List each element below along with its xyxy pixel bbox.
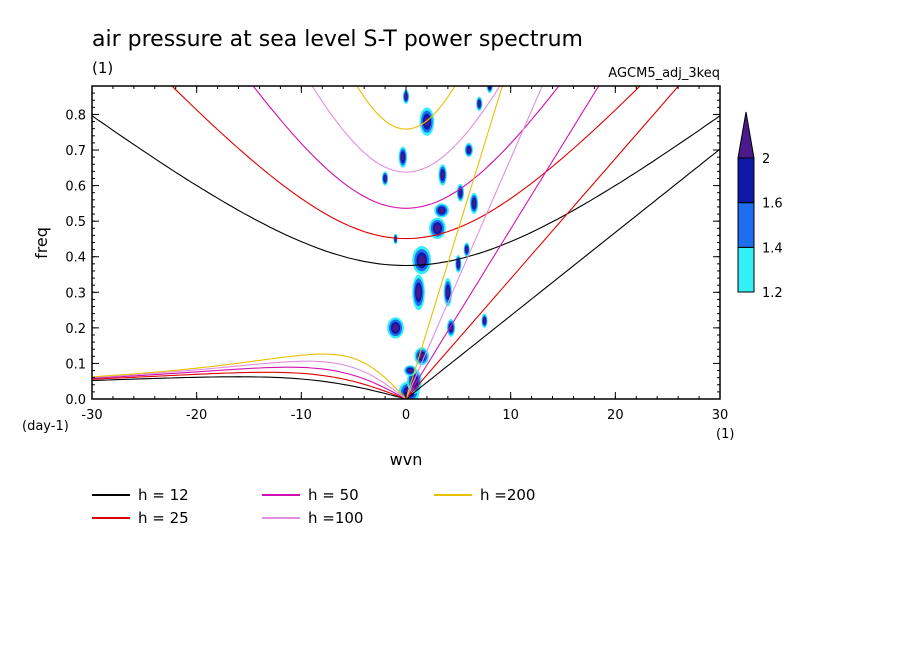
y-tick-label: 0.5 xyxy=(65,215,86,230)
chart-title: air pressure at sea level S-T power spec… xyxy=(92,27,583,52)
spectrum-blob xyxy=(483,318,486,324)
x-tick-label: 0 xyxy=(402,408,410,423)
y-tick-label: 0.6 xyxy=(65,180,86,195)
y-tick-label: 0.1 xyxy=(65,357,86,372)
y-tick-label: 0.4 xyxy=(65,251,86,266)
x-tick-label: 10 xyxy=(502,408,519,423)
colorbar-label: 1.2 xyxy=(762,286,783,301)
y-tick-label: 0.3 xyxy=(65,286,86,301)
spectrum-blob xyxy=(434,224,441,232)
rossby-curve xyxy=(92,353,407,399)
kelvin-curve xyxy=(405,148,720,399)
colorbar-extension xyxy=(737,111,755,159)
y-tick-label: 0.8 xyxy=(65,108,86,123)
spectrum-blob xyxy=(404,94,408,100)
spectrum-blob xyxy=(441,171,445,179)
spectrum-blob xyxy=(467,147,471,153)
legend-label: h = 12 xyxy=(138,486,189,504)
rossby-curve xyxy=(92,371,407,399)
y-tick-label: 0.2 xyxy=(65,322,86,337)
spectrum-blob xyxy=(478,101,481,107)
rossby-curve xyxy=(92,360,407,399)
legend-label: h = 50 xyxy=(308,486,359,504)
colorbar: 1.2 1.4 1.6 2 xyxy=(737,111,783,301)
legend-label: h =100 xyxy=(308,509,363,527)
spectrum-blob xyxy=(408,368,413,373)
kelvin-curve xyxy=(405,86,543,399)
y-unit-label: (day-1) xyxy=(22,419,69,434)
legend: h = 12 h = 25 h = 50 h =100 h =200 xyxy=(92,486,535,527)
x-tick-label: 20 xyxy=(607,408,624,423)
spectrum-blob xyxy=(401,153,405,161)
spectrum-blob xyxy=(459,189,462,196)
spectrum-blob xyxy=(383,176,387,181)
gravity-curve xyxy=(171,86,641,240)
gravity-curve xyxy=(252,86,560,209)
x-axis-label: wvn xyxy=(390,450,423,469)
kelvin-curve xyxy=(405,86,680,399)
spectrum-blob xyxy=(416,286,421,299)
chart-subtitle: (1) xyxy=(92,59,113,77)
colorbar-label: 2 xyxy=(762,152,770,167)
rossby-curve xyxy=(92,376,407,399)
gravity-curve xyxy=(311,86,501,173)
kelvin-curve xyxy=(405,86,600,399)
colorbar-label: 1.6 xyxy=(762,197,783,212)
y-axis-label: freq xyxy=(32,227,51,259)
colorbar-label: 1.4 xyxy=(762,241,783,256)
spectrum-blob xyxy=(392,324,399,332)
legend-label: h =200 xyxy=(480,486,535,504)
plot-area xyxy=(92,86,720,399)
y-tick-label: 0.0 xyxy=(65,393,86,408)
dispersion-curves xyxy=(92,86,720,399)
model-label: AGCM5_adj_3keq xyxy=(608,66,720,81)
legend-label: h = 25 xyxy=(138,509,189,527)
axis-ticks: -30 -20 -10 0 10 20 30 0.0 0.1 0.2 0.3 0.4 0.5 0.6 0.7… xyxy=(65,86,728,423)
colorbar-segment xyxy=(737,157,755,204)
spectrum-blob xyxy=(419,353,425,360)
gravity-curve xyxy=(92,115,720,267)
x-tick-label: 30 xyxy=(712,408,729,423)
colorbar-segment xyxy=(737,246,755,293)
x-tick-label: -20 xyxy=(186,408,207,423)
kelvin-curve xyxy=(405,86,503,399)
spectrum-blob xyxy=(446,287,450,298)
colorbar-segment xyxy=(737,202,755,248)
spectrum-blob xyxy=(465,247,468,253)
x-tick-label: -30 xyxy=(81,408,102,423)
rossby-curve xyxy=(92,366,407,399)
spectrum-blob xyxy=(439,208,445,213)
x-tick-label: -10 xyxy=(291,408,312,423)
spectrum-blob xyxy=(472,199,476,208)
y-tick-label: 0.7 xyxy=(65,144,86,159)
spectrum-blob xyxy=(457,260,460,267)
spectrum-blob xyxy=(418,255,425,266)
x-unit-label: (1) xyxy=(716,427,734,442)
gravity-curve xyxy=(356,86,456,130)
